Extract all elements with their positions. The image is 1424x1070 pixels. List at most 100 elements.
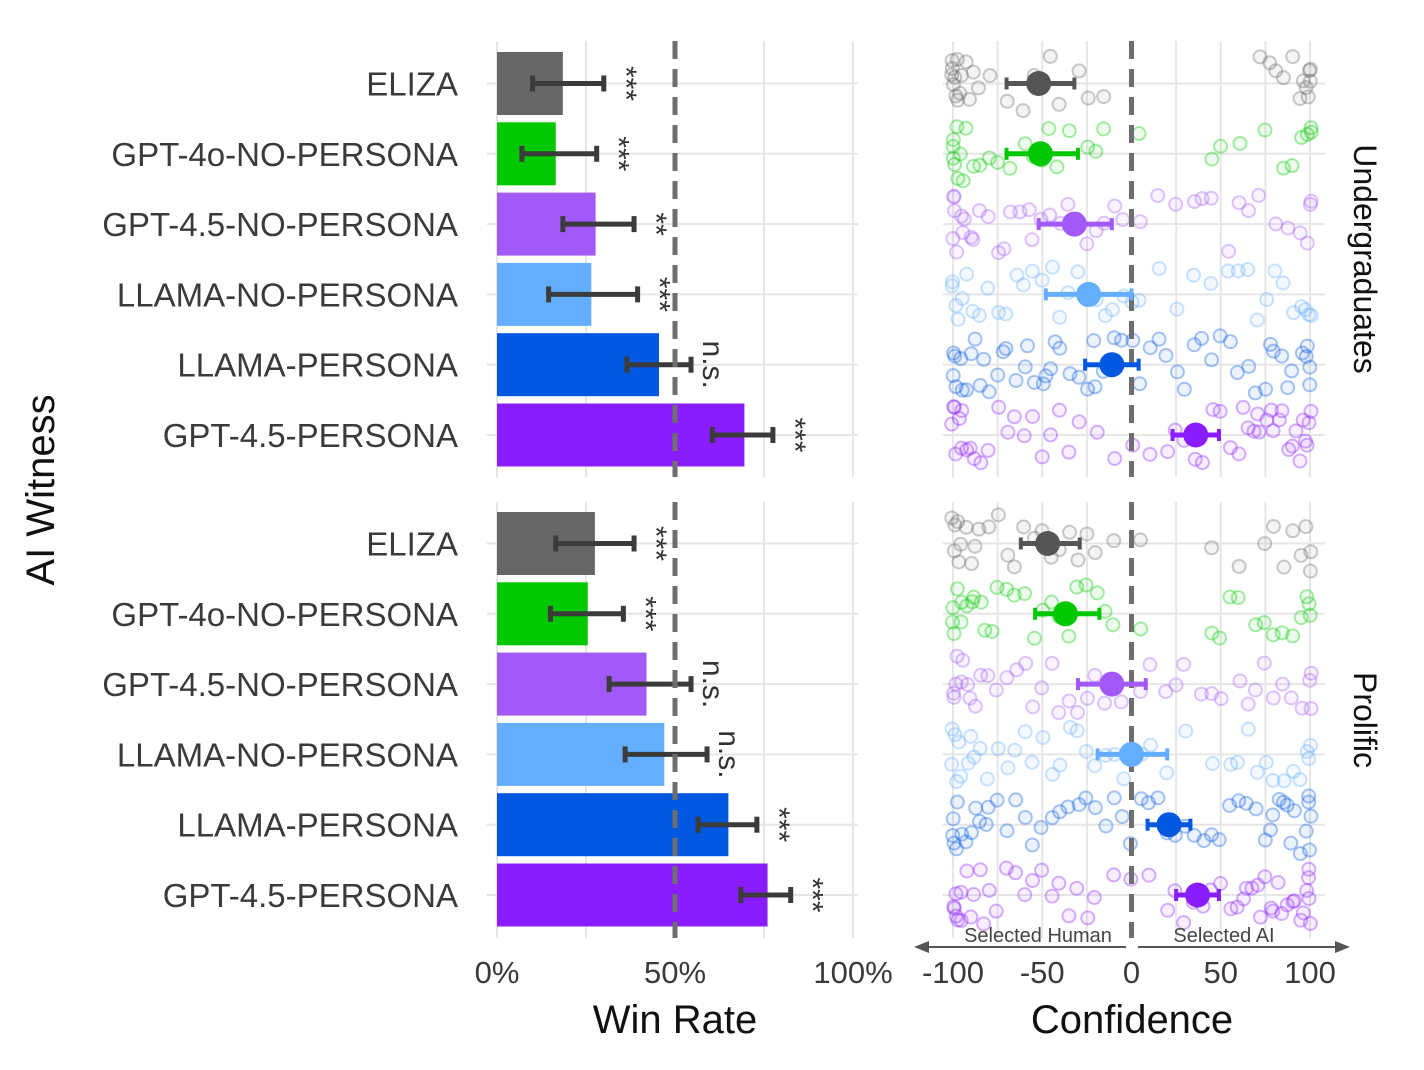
raw-point (1131, 126, 1147, 142)
raw-point (1204, 151, 1220, 167)
raw-point (963, 728, 979, 744)
raw-point (1247, 385, 1263, 401)
raw-point (1178, 723, 1194, 739)
raw-point (1033, 819, 1049, 835)
raw-point (964, 594, 980, 610)
raw-point (954, 826, 970, 842)
raw-point (1223, 901, 1239, 917)
x-tick-label: 100% (813, 955, 892, 990)
raw-point (963, 229, 979, 245)
facet-label-undergraduates: Undergraduates (1347, 144, 1383, 373)
raw-point (1035, 376, 1051, 392)
raw-point (973, 455, 989, 471)
raw-point (947, 69, 963, 85)
raw-point (1069, 880, 1085, 896)
win-rate-panel: ***********n.s.*********n.s.n.s.****** (487, 41, 858, 938)
raw-point (1301, 751, 1317, 767)
raw-point (964, 556, 980, 572)
significance-label: n.s. (696, 660, 729, 708)
raw-point (1104, 302, 1120, 318)
raw-point (1240, 721, 1256, 737)
raw-point (972, 813, 988, 829)
raw-point (1301, 307, 1317, 323)
raw-point (950, 92, 966, 108)
raw-point (946, 899, 962, 915)
raw-point (1098, 818, 1114, 834)
raw-point (944, 67, 960, 83)
raw-point (1143, 737, 1159, 753)
raw-point (1294, 129, 1310, 145)
raw-point (1017, 136, 1033, 152)
axis-labels: ELIZA GPT-4o-NO-PERSONA GPT-4.5-NO-PERSONA… (19, 66, 1383, 1043)
raw-point (1229, 899, 1245, 915)
raw-point (991, 245, 1007, 261)
significance-label: *** (609, 66, 642, 101)
raw-point (949, 244, 965, 260)
raw-point (1267, 263, 1283, 279)
raw-point (1168, 196, 1184, 212)
raw-point (968, 800, 984, 816)
raw-point (945, 77, 961, 93)
raw-point (1230, 263, 1246, 279)
raw-point (1292, 772, 1308, 788)
raw-point (991, 304, 1007, 320)
y-tick-label: GPT-4.5-NO-PERSONA (102, 666, 458, 703)
raw-point (1047, 334, 1063, 350)
direction-label-human: Selected Human (964, 925, 1112, 947)
raw-point (1265, 690, 1281, 706)
raw-point (1009, 267, 1025, 283)
raw-point (1262, 822, 1278, 838)
raw-point (976, 351, 992, 367)
raw-point (964, 825, 980, 841)
raw-point (1186, 194, 1202, 210)
raw-point (1061, 693, 1077, 709)
raw-point (945, 600, 961, 616)
raw-point (965, 64, 981, 80)
raw-point (1071, 797, 1087, 813)
raw-point (1232, 135, 1248, 151)
raw-point (972, 157, 988, 173)
raw-point (1220, 263, 1236, 279)
raw-point (978, 816, 994, 832)
raw-point (1288, 423, 1304, 439)
raw-point (980, 799, 996, 815)
raw-point (972, 862, 988, 878)
raw-point (981, 384, 997, 400)
raw-point (1079, 236, 1095, 252)
raw-point (988, 903, 1004, 919)
raw-point (953, 536, 969, 552)
raw-point (946, 189, 962, 205)
raw-point (1279, 797, 1295, 813)
raw-point (1044, 888, 1060, 904)
raw-point (1283, 835, 1299, 851)
raw-point (1025, 873, 1041, 889)
raw-point (1301, 890, 1317, 906)
raw-point (955, 173, 971, 189)
y-tick-label: LLAMA-NO-PERSONA (117, 276, 458, 313)
facet-label-prolific: Prolific (1347, 672, 1383, 768)
raw-point (1257, 122, 1273, 138)
raw-point (1087, 379, 1103, 395)
raw-point (1051, 875, 1067, 891)
raw-point (1080, 381, 1096, 397)
raw-point (998, 306, 1014, 322)
raw-point (1089, 424, 1105, 440)
raw-point (1069, 579, 1085, 595)
raw-point (1274, 905, 1290, 921)
raw-point (1301, 596, 1317, 612)
raw-point (1115, 212, 1131, 228)
raw-point (1017, 809, 1033, 825)
significance-label: ** (639, 212, 672, 236)
raw-point (1275, 160, 1291, 176)
raw-point (1106, 867, 1122, 883)
raw-point (1176, 656, 1192, 672)
raw-point (950, 171, 966, 187)
raw-point (1088, 143, 1104, 159)
raw-point (1302, 61, 1318, 77)
raw-point (1222, 334, 1238, 350)
raw-point (958, 54, 974, 70)
raw-point (1160, 444, 1176, 460)
raw-point (1080, 139, 1096, 155)
raw-point (1142, 340, 1158, 356)
